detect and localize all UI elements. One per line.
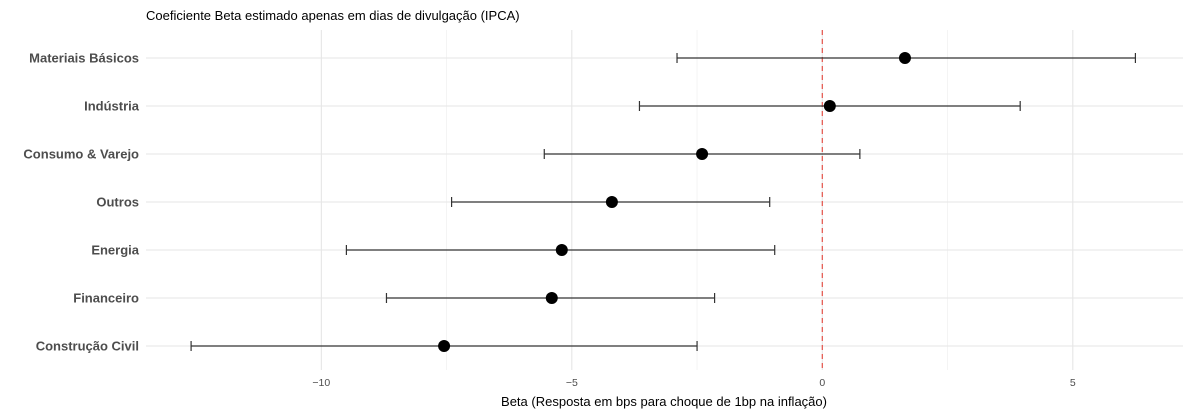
- category-label: Financeiro: [73, 291, 139, 306]
- x-tick-label: −5: [566, 377, 578, 389]
- estimate-point: [545, 292, 558, 304]
- estimate-point: [555, 244, 568, 256]
- category-label: Outros: [96, 195, 139, 210]
- x-tick-labels: −10 −5 0 5: [312, 377, 1075, 389]
- estimate-point: [898, 52, 911, 64]
- estimate-point: [696, 148, 709, 160]
- estimate-point: [438, 340, 451, 352]
- estimate-point: [823, 100, 836, 112]
- points: [438, 52, 911, 352]
- category-labels: Materiais Básicos Indústria Consumo & Vare…: [23, 51, 139, 354]
- chart-subtitle: Coeficiente Beta estimado apenas em dias…: [146, 8, 520, 23]
- category-label: Indústria: [84, 99, 140, 114]
- category-label: Energia: [91, 243, 139, 258]
- category-label: Materiais Básicos: [29, 51, 139, 66]
- x-axis-title: Beta (Resposta em bps para choque de 1bp…: [501, 394, 827, 409]
- x-tick-label: −10: [312, 377, 330, 389]
- grid: [146, 30, 1183, 370]
- x-tick-label: 5: [1070, 377, 1076, 389]
- category-label: Consumo & Varejo: [23, 147, 139, 162]
- x-tick-label: 0: [819, 377, 825, 389]
- estimate-point: [605, 196, 618, 208]
- category-label: Construção Civil: [36, 339, 139, 354]
